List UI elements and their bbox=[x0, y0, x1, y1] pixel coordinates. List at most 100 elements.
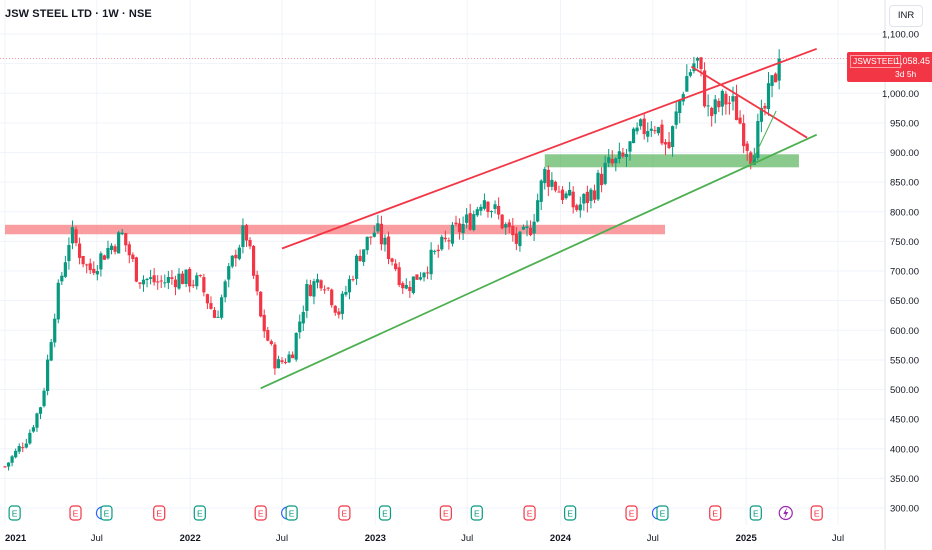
candle-body bbox=[184, 269, 188, 284]
candle-body bbox=[699, 57, 703, 69]
candle-body bbox=[536, 200, 540, 222]
earnings-badge-label: E bbox=[258, 509, 264, 519]
candle-body bbox=[63, 262, 67, 277]
candle-body bbox=[461, 224, 465, 234]
candle-body bbox=[49, 342, 53, 361]
candle-body bbox=[472, 214, 476, 230]
candle-body bbox=[163, 282, 167, 284]
candle-body bbox=[145, 278, 149, 281]
earnings-badge bbox=[285, 505, 298, 521]
earnings-badge bbox=[193, 505, 206, 521]
candle-body bbox=[511, 226, 515, 236]
candle-body bbox=[553, 181, 558, 191]
candle-body bbox=[38, 407, 43, 414]
candle-body bbox=[17, 446, 21, 452]
candle-body bbox=[745, 143, 749, 151]
candle-body bbox=[369, 236, 373, 238]
earnings-badge-label: E bbox=[753, 509, 759, 519]
candle-body bbox=[649, 128, 653, 131]
earnings-badge bbox=[470, 505, 483, 521]
candle-body bbox=[738, 117, 742, 124]
candle-body bbox=[376, 223, 380, 232]
time-axis-label: Jul bbox=[276, 533, 288, 544]
candle-body bbox=[706, 105, 710, 107]
candle-body bbox=[631, 128, 636, 144]
candle-body bbox=[347, 279, 352, 293]
candle-body bbox=[493, 204, 497, 209]
candle-body bbox=[546, 169, 550, 187]
candle-body bbox=[166, 277, 170, 283]
candle-body bbox=[220, 297, 224, 318]
candle-body bbox=[223, 281, 227, 298]
candle-body bbox=[702, 70, 707, 107]
upper-channel-trendline bbox=[281, 47, 818, 250]
candle-body bbox=[486, 201, 490, 213]
candle-body bbox=[85, 264, 89, 266]
candle-body bbox=[575, 205, 579, 210]
candle-body bbox=[354, 255, 359, 279]
candles bbox=[3, 49, 781, 471]
candle-body bbox=[148, 277, 153, 279]
candle-body bbox=[671, 126, 675, 147]
candle-body bbox=[607, 157, 611, 163]
candle-body bbox=[560, 189, 565, 201]
small-triangle-trendline bbox=[750, 110, 777, 165]
candle-body bbox=[358, 255, 362, 262]
candle-body bbox=[333, 305, 337, 313]
candle-body bbox=[283, 361, 288, 363]
candle-body bbox=[695, 57, 700, 61]
candle-body bbox=[180, 273, 185, 285]
earnings-badge-label: E bbox=[382, 509, 388, 519]
candle-body bbox=[475, 209, 479, 216]
candle-body bbox=[362, 249, 366, 263]
candle-body bbox=[585, 191, 589, 204]
candle-body bbox=[230, 255, 234, 267]
price-axis-label: 950.00 bbox=[890, 118, 919, 129]
lower-channel-trendline bbox=[260, 133, 818, 390]
candle-body bbox=[440, 236, 444, 250]
candle-body bbox=[323, 289, 327, 291]
candle-body bbox=[710, 107, 714, 117]
candle-body bbox=[326, 287, 330, 289]
candle-body bbox=[656, 127, 661, 134]
candle-body bbox=[14, 450, 18, 458]
candle-body bbox=[504, 224, 508, 228]
candle-body bbox=[276, 359, 281, 369]
candle-body bbox=[113, 246, 117, 252]
candle-body bbox=[749, 152, 753, 164]
candle-body bbox=[532, 221, 536, 234]
price-axis-label: 650.00 bbox=[890, 296, 919, 307]
candle-body bbox=[177, 273, 181, 289]
earnings-badge bbox=[656, 505, 669, 521]
candle-body bbox=[596, 172, 600, 200]
earnings-badge-label: E bbox=[12, 509, 18, 519]
candle-body bbox=[436, 249, 440, 252]
candle-body bbox=[99, 253, 103, 270]
candle-body bbox=[95, 271, 99, 275]
candle-body bbox=[770, 75, 774, 86]
candle-body bbox=[255, 274, 259, 292]
candle-body bbox=[539, 180, 543, 202]
candle-body bbox=[117, 232, 121, 254]
candle-body bbox=[454, 222, 458, 225]
candle-body bbox=[727, 102, 732, 104]
currency-button[interactable]: INR bbox=[889, 5, 923, 27]
price-axis-label: 750.00 bbox=[890, 237, 919, 248]
candle-body bbox=[53, 318, 57, 343]
price-axis-label: 450.00 bbox=[890, 415, 919, 426]
candle-body bbox=[386, 236, 391, 260]
earnings-badge bbox=[709, 505, 722, 521]
candle-body bbox=[340, 293, 344, 314]
earnings-badge bbox=[439, 505, 452, 521]
earnings-badge-label: E bbox=[197, 509, 203, 519]
candle-body bbox=[766, 83, 771, 109]
earnings-badge-label: E bbox=[342, 509, 348, 519]
candle-body bbox=[401, 283, 405, 289]
candle-body bbox=[653, 130, 657, 132]
candle-body bbox=[77, 243, 82, 258]
earnings-badge bbox=[8, 505, 21, 521]
candle-body bbox=[124, 233, 128, 246]
candle-body bbox=[507, 222, 511, 228]
